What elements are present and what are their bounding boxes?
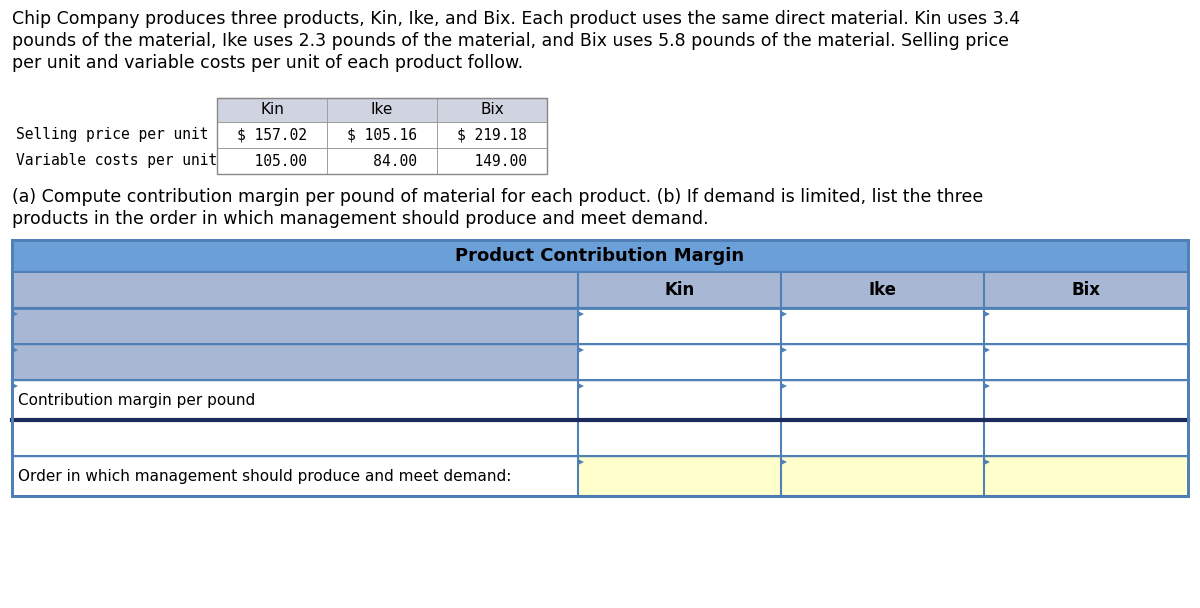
Polygon shape bbox=[12, 347, 18, 353]
Polygon shape bbox=[12, 383, 18, 389]
Bar bbox=[217, 148, 326, 174]
Bar bbox=[781, 344, 984, 380]
Polygon shape bbox=[781, 459, 787, 465]
Bar bbox=[217, 98, 547, 174]
Bar bbox=[984, 380, 1188, 420]
Text: Bix: Bix bbox=[480, 103, 504, 117]
Polygon shape bbox=[781, 311, 787, 317]
Polygon shape bbox=[984, 459, 990, 465]
Bar bbox=[578, 380, 781, 420]
Polygon shape bbox=[578, 459, 584, 465]
Text: Product Contribution Margin: Product Contribution Margin bbox=[456, 247, 744, 265]
Text: per unit and variable costs per unit of each product follow.: per unit and variable costs per unit of … bbox=[12, 54, 523, 72]
Bar bbox=[12, 240, 1188, 496]
Bar bbox=[437, 122, 547, 148]
Bar bbox=[12, 308, 578, 344]
Text: 105.00: 105.00 bbox=[238, 153, 307, 168]
Bar bbox=[12, 420, 578, 456]
Text: Ike: Ike bbox=[869, 281, 896, 299]
Bar bbox=[984, 344, 1188, 380]
Text: Ike: Ike bbox=[371, 103, 394, 117]
Text: products in the order in which management should produce and meet demand.: products in the order in which managemen… bbox=[12, 210, 709, 228]
Polygon shape bbox=[578, 347, 584, 353]
Bar bbox=[984, 420, 1188, 456]
Bar bbox=[326, 122, 437, 148]
Bar bbox=[12, 240, 1188, 272]
Polygon shape bbox=[578, 311, 584, 317]
Bar bbox=[984, 308, 1188, 344]
Bar bbox=[781, 308, 984, 344]
Text: Kin: Kin bbox=[260, 103, 284, 117]
Polygon shape bbox=[781, 383, 787, 389]
Polygon shape bbox=[984, 383, 990, 389]
Text: 84.00: 84.00 bbox=[347, 153, 418, 168]
Bar bbox=[781, 456, 984, 496]
Bar bbox=[578, 420, 781, 456]
Bar bbox=[578, 456, 781, 496]
Polygon shape bbox=[578, 383, 584, 389]
Polygon shape bbox=[12, 311, 18, 317]
Bar bbox=[578, 344, 781, 380]
Text: $ 157.02: $ 157.02 bbox=[238, 128, 307, 142]
Bar bbox=[217, 98, 547, 122]
Polygon shape bbox=[781, 347, 787, 353]
Text: Kin: Kin bbox=[665, 281, 695, 299]
Text: pounds of the material, Ike uses 2.3 pounds of the material, and Bix uses 5.8 po: pounds of the material, Ike uses 2.3 pou… bbox=[12, 32, 1009, 50]
Polygon shape bbox=[984, 311, 990, 317]
Text: $ 219.18: $ 219.18 bbox=[457, 128, 527, 142]
Text: Bix: Bix bbox=[1072, 281, 1100, 299]
Text: Variable costs per unit: Variable costs per unit bbox=[16, 153, 217, 168]
Text: Contribution margin per pound: Contribution margin per pound bbox=[18, 393, 256, 407]
Bar bbox=[12, 344, 578, 380]
Bar bbox=[578, 308, 781, 344]
Bar bbox=[984, 456, 1188, 496]
Text: Chip Company produces three products, Kin, Ike, and Bix. Each product uses the s: Chip Company produces three products, Ki… bbox=[12, 10, 1020, 28]
Text: (a) Compute contribution margin per pound of material for each product. (b) If d: (a) Compute contribution margin per poun… bbox=[12, 188, 983, 206]
Text: Order in which management should produce and meet demand:: Order in which management should produce… bbox=[18, 469, 511, 483]
Bar bbox=[437, 148, 547, 174]
Text: 149.00: 149.00 bbox=[457, 153, 527, 168]
Polygon shape bbox=[984, 347, 990, 353]
Text: Selling price per unit: Selling price per unit bbox=[16, 128, 209, 142]
Bar bbox=[12, 240, 1188, 308]
Bar bbox=[326, 148, 437, 174]
Bar bbox=[781, 380, 984, 420]
Bar bbox=[12, 456, 578, 496]
Text: $ 105.16: $ 105.16 bbox=[347, 128, 418, 142]
Bar bbox=[781, 420, 984, 456]
Bar bbox=[12, 272, 1188, 308]
Bar bbox=[12, 380, 578, 420]
Bar bbox=[217, 122, 326, 148]
